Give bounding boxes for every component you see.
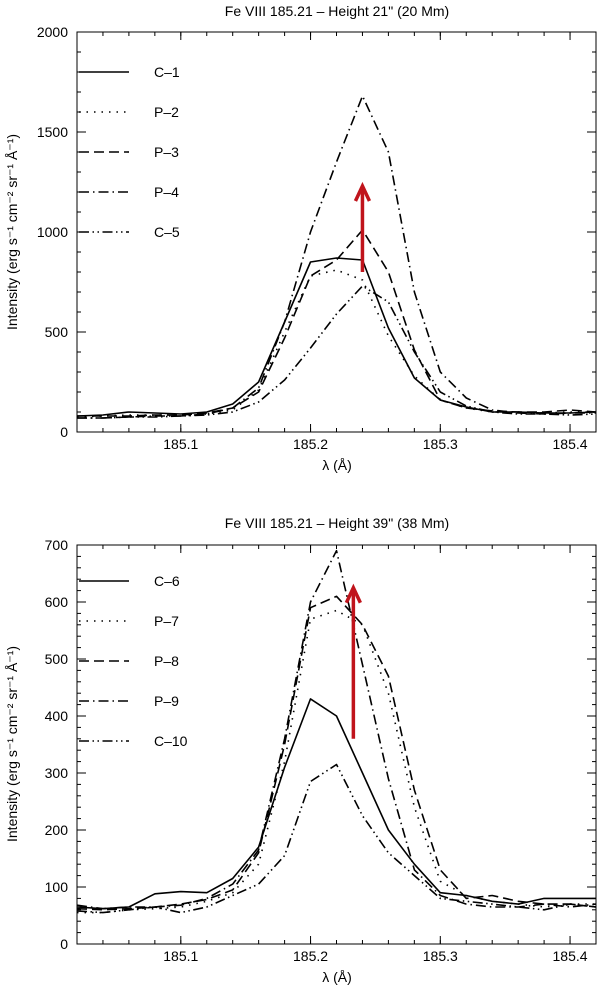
chart-title: Fe VIII 185.21 – Height 21" (20 Mm) [225, 3, 449, 19]
axis-ticks: 185.1 185.2 185.3 185.4 0 500 1000 1500 2000 [37, 24, 597, 452]
y-tick-label: 500 [45, 651, 69, 667]
x-tick-label: 185.3 [423, 948, 458, 964]
legend-label: C–6 [154, 573, 180, 589]
arrow-head [353, 181, 372, 202]
x-tick-label: 185.4 [553, 948, 588, 964]
x-tick-label: 185.3 [423, 436, 458, 452]
x-tick-label: 185.1 [163, 436, 198, 452]
legend-label: C–5 [154, 224, 180, 240]
series-line-c10 [77, 763, 596, 914]
series-line-p2 [77, 269, 596, 418]
y-tick-label: 1000 [37, 224, 68, 240]
y-tick-label: 200 [45, 822, 69, 838]
y-tick-label: 1500 [37, 124, 68, 140]
legend-label: C–1 [154, 64, 180, 80]
series-line-c6 [77, 698, 596, 910]
legend-label: P–3 [154, 144, 179, 160]
legend: C–1 P–2 P–3 P–4 C–5 [79, 64, 180, 240]
series-lines [77, 95, 596, 419]
top-chart: Fe VIII 185.21 – Height 21" (20 Mm) 185.… [4, 3, 597, 473]
x-tick-label: 185.4 [553, 436, 588, 452]
series-line-p4 [77, 95, 596, 419]
chart-title: Fe VIII 185.21 – Height 39" (38 Mm) [225, 515, 449, 531]
y-tick-label: 400 [45, 708, 69, 724]
y-tick-label: 600 [45, 594, 69, 610]
red-arrow [344, 583, 362, 739]
x-tick-label: 185.2 [293, 948, 328, 964]
legend-label: P–4 [154, 184, 179, 200]
y-tick-label: 0 [60, 936, 68, 952]
y-tick-label: 300 [45, 765, 69, 781]
y-axis-label: Intensity (erg s⁻¹ cm⁻² sr⁻¹ Å⁻¹) [4, 134, 20, 330]
series-line-p8 [77, 595, 596, 911]
series-line-p9 [77, 549, 596, 910]
y-axis-label: Intensity (erg s⁻¹ cm⁻² sr⁻¹ Å⁻¹) [4, 646, 20, 842]
x-tick-label: 185.1 [163, 948, 198, 964]
x-axis-label: λ (Å) [322, 457, 352, 473]
legend-label: P–7 [154, 613, 179, 629]
legend-label: C–10 [154, 733, 188, 749]
bottom-chart: Fe VIII 185.21 – Height 39" (38 Mm) 185.… [4, 515, 597, 985]
x-axis-label: λ (Å) [322, 969, 352, 985]
legend: C–6 P–7 P–8 P–9 C–10 [79, 573, 188, 749]
legend-label: P–9 [154, 693, 179, 709]
x-tick-label: 185.2 [293, 436, 328, 452]
y-tick-label: 100 [45, 879, 69, 895]
series-line-c5 [77, 285, 596, 419]
axis-ticks: 185.1 185.2 185.3 185.4 0 100 200 300 400 500 600 7… [45, 537, 597, 964]
arrow-head [344, 583, 362, 604]
red-arrow [353, 181, 372, 272]
series-lines [77, 549, 596, 914]
legend-label: P–2 [154, 104, 179, 120]
series-line-c1 [77, 257, 596, 417]
y-tick-label: 0 [60, 424, 68, 440]
y-tick-label: 2000 [37, 24, 68, 40]
y-tick-label: 700 [45, 537, 69, 553]
y-tick-label: 500 [45, 324, 69, 340]
legend-label: P–8 [154, 653, 179, 669]
